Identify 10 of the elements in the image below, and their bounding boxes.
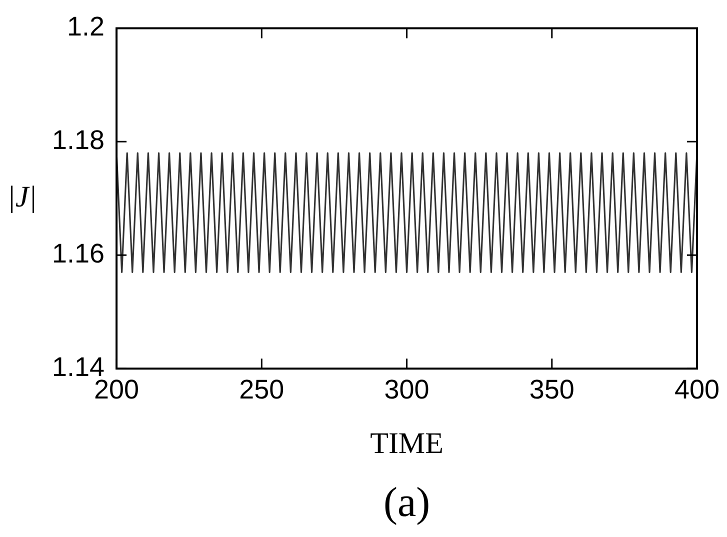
y-tick-label: 1.16 [52, 238, 105, 269]
x-tick-label: 350 [529, 374, 574, 404]
x-axis-title: TIME [370, 426, 444, 460]
y-tick-label: 1.18 [52, 125, 105, 156]
x-tick-label: 300 [384, 374, 430, 404]
y-tick-label: 1.2 [67, 12, 105, 42]
y-axis-title: |J| [7, 180, 37, 214]
x-tick-label: 250 [239, 374, 284, 404]
text: (a) [383, 480, 430, 526]
x-tick-label: 400 [674, 374, 720, 404]
